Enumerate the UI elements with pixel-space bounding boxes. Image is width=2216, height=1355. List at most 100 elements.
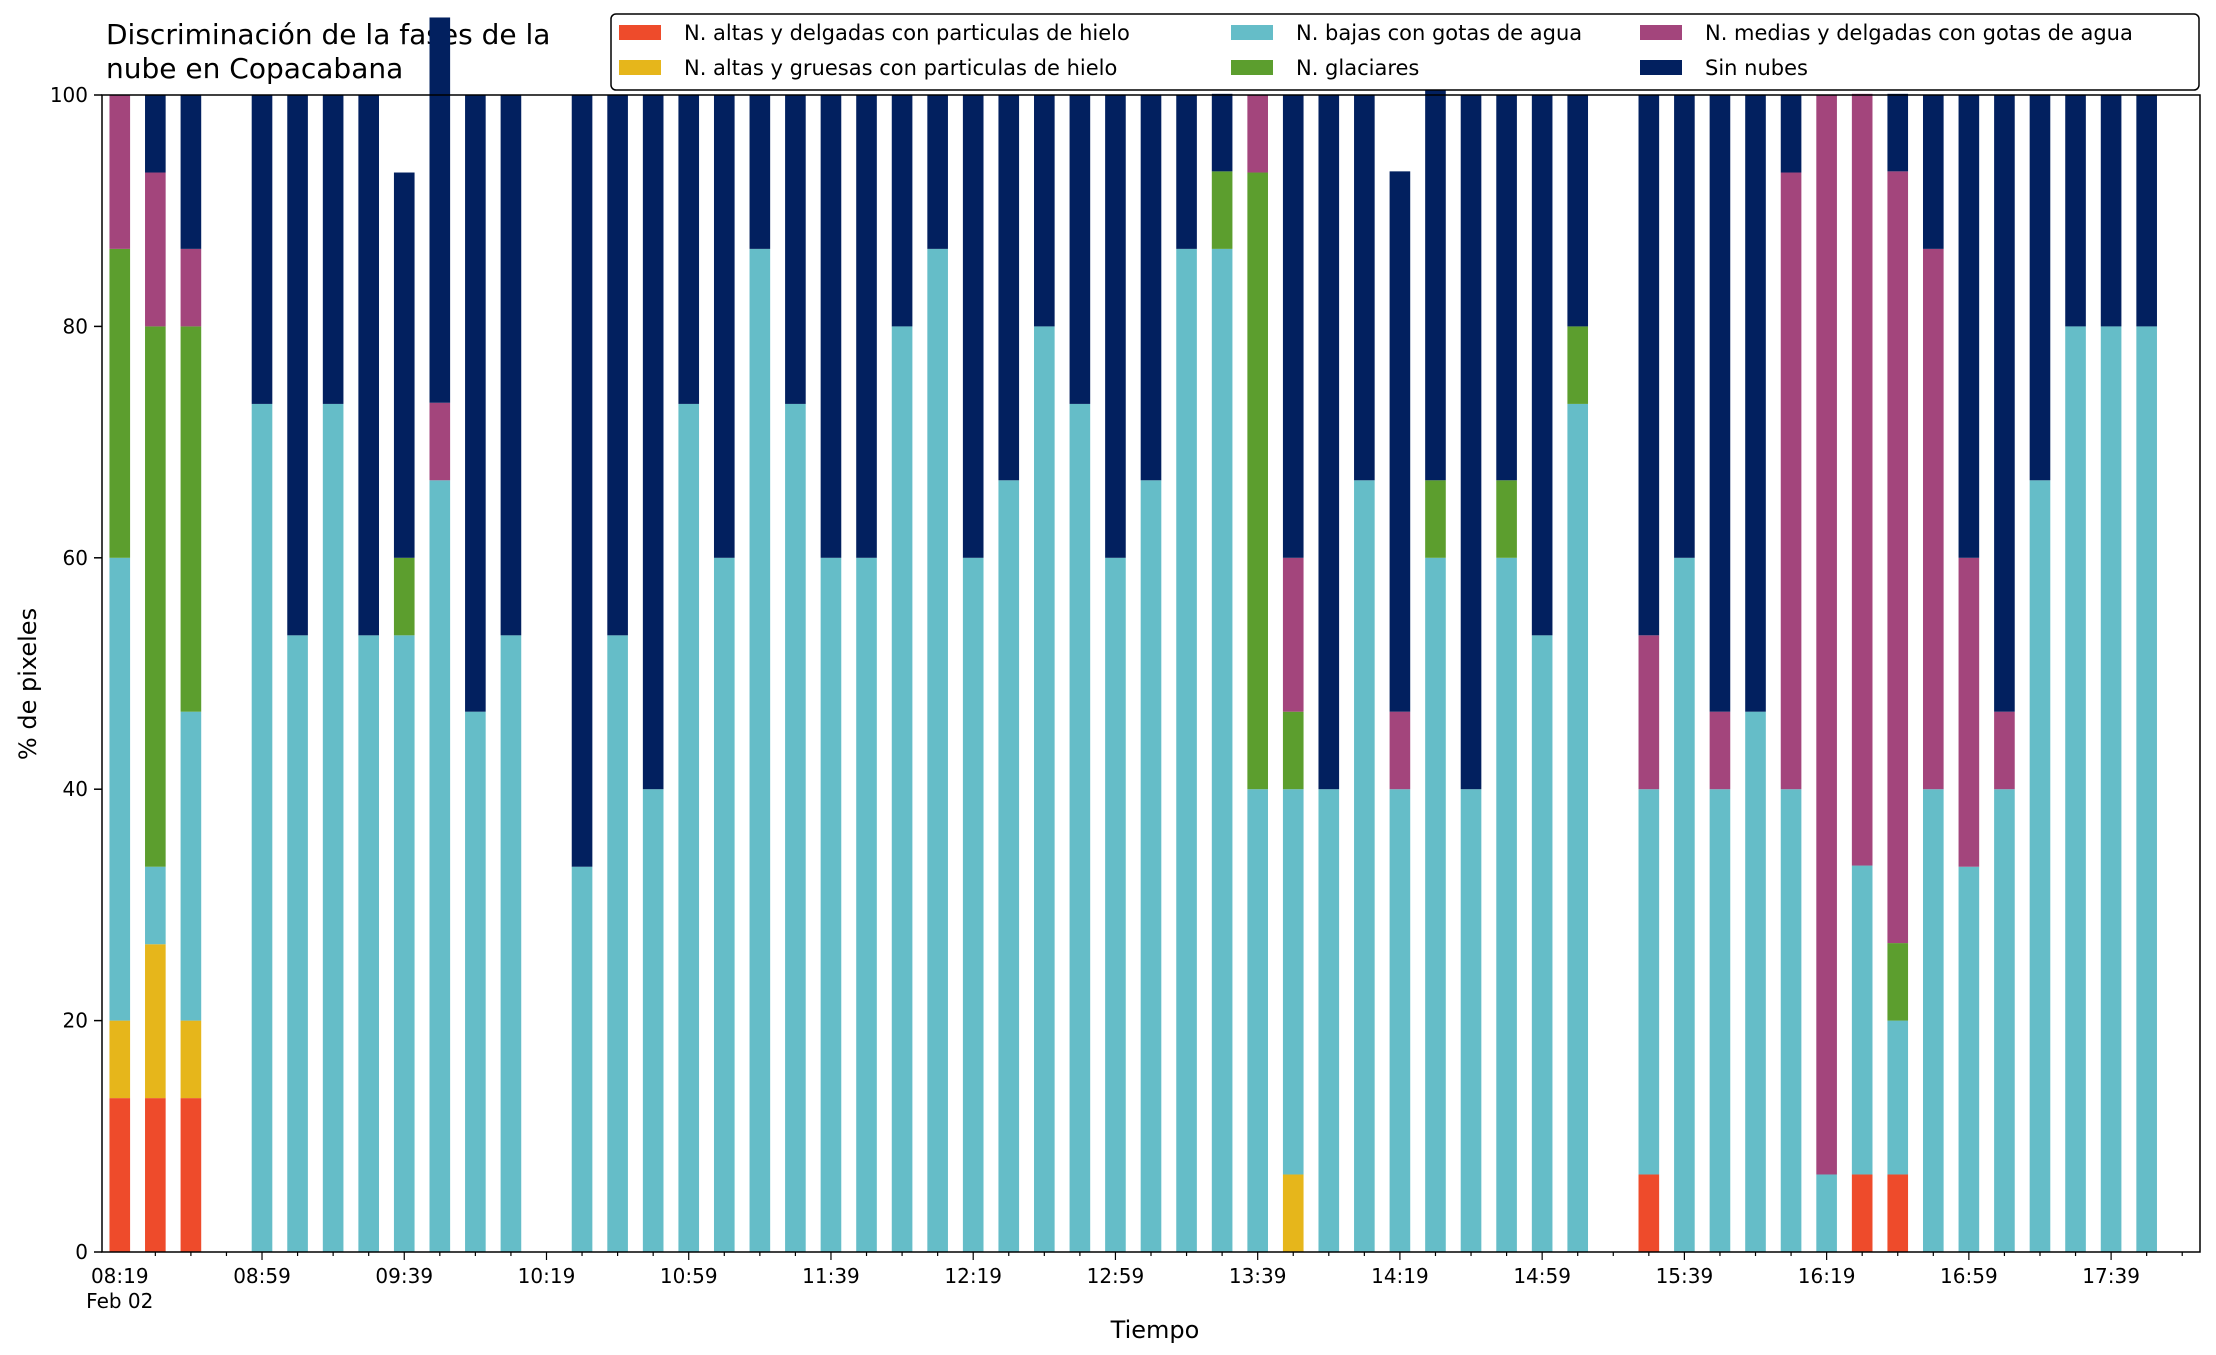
- bar-segment: [287, 95, 308, 636]
- bar-segment: [1994, 95, 2015, 712]
- bar-segment: [571, 95, 593, 867]
- bar-segment: [1496, 480, 1517, 558]
- bar-segment: [287, 635, 308, 1252]
- x-axis-label: Tiempo: [1110, 1316, 1200, 1344]
- x-date-label: Feb 02: [86, 1289, 153, 1313]
- legend-swatch: [619, 25, 661, 40]
- legend-label: N. medias y delgadas con gotas de agua: [1705, 21, 2133, 45]
- bar-segment: [1496, 95, 1517, 481]
- bar-segment: [1282, 557, 1304, 712]
- bar-segment: [429, 402, 451, 481]
- bar-segment: [2065, 326, 2086, 1252]
- bar-segment: [251, 403, 273, 1252]
- bar-segment: [1780, 172, 1802, 790]
- bar-segment: [1674, 557, 1695, 1252]
- bar-segment: [1389, 171, 1411, 712]
- bar-segment: [1638, 789, 1660, 1175]
- bar-segment: [962, 557, 984, 1252]
- x-tick-label: 12:59: [1087, 1264, 1145, 1288]
- bar-segment: [1496, 557, 1517, 1252]
- y-tick-label: 0: [75, 1240, 88, 1264]
- bar-segment: [2136, 326, 2157, 1252]
- bar-segment: [1958, 95, 1980, 558]
- bar-segment: [820, 95, 842, 558]
- bar-segment: [1211, 93, 1233, 172]
- y-tick-label: 20: [63, 1009, 88, 1033]
- bar-segment: [713, 557, 735, 1252]
- bar-segment: [1567, 326, 1589, 404]
- x-tick-label: 12:19: [944, 1264, 1002, 1288]
- bar-segment: [1638, 635, 1660, 790]
- bar-segment: [1282, 95, 1304, 558]
- x-tick-label: 10:19: [518, 1264, 576, 1288]
- bar-segment: [1531, 635, 1553, 1252]
- x-tick-label: 13:39: [1229, 1264, 1287, 1288]
- bar-segment: [500, 635, 522, 1252]
- bar-segment: [2100, 95, 2122, 327]
- chart-title: Discriminación de la fases de la nube en …: [106, 18, 550, 85]
- bar-segment: [891, 326, 913, 1252]
- bar-segment: [251, 95, 273, 404]
- bar-segment: [1140, 480, 1162, 1252]
- bar-segment: [927, 248, 948, 1252]
- bar-segment: [1816, 1174, 1837, 1252]
- bar-segment: [1887, 1020, 1909, 1175]
- bar-segment: [1425, 480, 1446, 558]
- bar-segment: [1211, 171, 1233, 249]
- bar-segment: [1282, 789, 1304, 1175]
- bar-segment: [2136, 95, 2157, 327]
- bar-segment: [1567, 95, 1589, 327]
- bar-segment: [998, 480, 1020, 1252]
- bar-segment: [1638, 1174, 1660, 1252]
- bar-segment: [856, 95, 877, 558]
- bar-segment: [465, 711, 486, 1252]
- bar-segment: [1887, 943, 1909, 1021]
- bar-segment: [2029, 480, 2051, 1252]
- x-tick-label: 09:39: [375, 1264, 433, 1288]
- bar-segment: [749, 95, 771, 249]
- bar-segment: [1318, 95, 1340, 790]
- bar-segment: [1389, 711, 1411, 790]
- bar-segment: [1709, 789, 1731, 1252]
- bar-segment: [607, 95, 628, 636]
- bar-segment: [1425, 17, 1446, 481]
- bar-segment: [1105, 95, 1126, 558]
- bar-segment: [1851, 865, 1873, 1175]
- x-tick-label: 14:19: [1371, 1264, 1429, 1288]
- bar-segment: [1247, 172, 1268, 790]
- bar-segment: [607, 635, 628, 1252]
- y-tick-label: 40: [63, 777, 88, 801]
- bar-segment: [1354, 95, 1375, 481]
- bar-segment: [1282, 711, 1304, 790]
- bar-segment: [1176, 248, 1197, 1252]
- x-tick-label: 17:39: [2082, 1264, 2140, 1288]
- legend-label: N. altas y delgadas con particulas de hi…: [684, 21, 1130, 45]
- bar-segment: [1282, 1174, 1304, 1252]
- y-ticks: 0 20 40 60 80 100: [50, 83, 102, 1264]
- bar-segment: [145, 172, 166, 327]
- bar-segment: [678, 403, 700, 1252]
- bar-segment: [1638, 95, 1660, 636]
- bar-segment: [1709, 95, 1731, 712]
- bar-segment: [145, 944, 166, 1099]
- bar-segment: [642, 789, 664, 1252]
- bar-segment: [393, 635, 415, 1252]
- bar-segment: [1531, 95, 1553, 636]
- bar-segment: [1674, 95, 1695, 558]
- bar-segment: [145, 866, 166, 945]
- legend-label: N. glaciares: [1296, 56, 1419, 80]
- y-axis-label: % de pixeles: [14, 608, 42, 760]
- bar-segment: [785, 95, 806, 404]
- bar-segment: [1069, 95, 1091, 404]
- bar-segment: [927, 95, 948, 249]
- bar-segment: [429, 480, 451, 1252]
- bar-segment: [2029, 95, 2051, 481]
- bars-layer: [109, 17, 2157, 1252]
- legend-label: N. bajas con gotas de agua: [1296, 21, 1582, 45]
- bar-segment: [1425, 557, 1446, 1252]
- bar-segment: [322, 95, 344, 404]
- bar-segment: [1887, 93, 1909, 172]
- bar-segment: [180, 711, 202, 1021]
- bar-segment: [1709, 711, 1731, 790]
